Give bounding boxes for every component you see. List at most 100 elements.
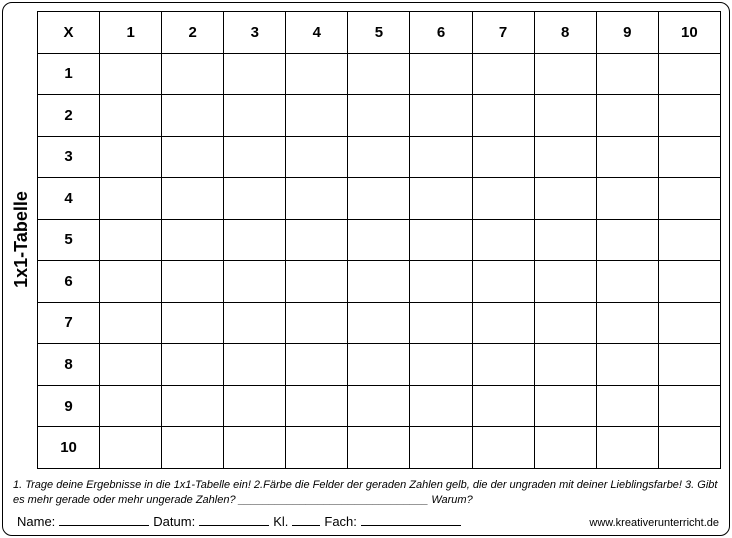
table-cell[interactable] [100, 95, 162, 137]
table-cell[interactable] [534, 302, 596, 344]
table-cell[interactable] [348, 178, 410, 220]
table-cell[interactable] [224, 261, 286, 303]
table-cell[interactable] [100, 178, 162, 220]
table-cell[interactable] [410, 53, 472, 95]
table-cell[interactable] [410, 95, 472, 137]
table-cell[interactable] [224, 385, 286, 427]
table-cell[interactable] [100, 219, 162, 261]
table-cell[interactable] [410, 219, 472, 261]
table-cell[interactable] [100, 427, 162, 469]
table-cell[interactable] [224, 344, 286, 386]
table-cell[interactable] [286, 136, 348, 178]
table-cell[interactable] [658, 385, 720, 427]
fach-blank[interactable] [361, 512, 461, 526]
table-cell[interactable] [286, 95, 348, 137]
table-cell[interactable] [224, 136, 286, 178]
table-cell[interactable] [472, 219, 534, 261]
table-cell[interactable] [162, 95, 224, 137]
table-cell[interactable] [348, 219, 410, 261]
table-cell[interactable] [658, 136, 720, 178]
table-cell[interactable] [162, 136, 224, 178]
table-cell[interactable] [162, 344, 224, 386]
table-cell[interactable] [410, 344, 472, 386]
table-cell[interactable] [224, 219, 286, 261]
table-cell[interactable] [658, 219, 720, 261]
table-cell[interactable] [534, 261, 596, 303]
name-blank[interactable] [59, 512, 149, 526]
table-cell[interactable] [534, 219, 596, 261]
table-cell[interactable] [224, 53, 286, 95]
table-cell[interactable] [224, 427, 286, 469]
table-cell[interactable] [162, 385, 224, 427]
table-cell[interactable] [224, 95, 286, 137]
table-cell[interactable] [658, 178, 720, 220]
table-cell[interactable] [286, 427, 348, 469]
table-cell[interactable] [472, 136, 534, 178]
table-cell[interactable] [658, 344, 720, 386]
table-cell[interactable] [348, 53, 410, 95]
table-cell[interactable] [348, 427, 410, 469]
table-cell[interactable] [596, 385, 658, 427]
datum-blank[interactable] [199, 512, 269, 526]
table-cell[interactable] [596, 53, 658, 95]
table-cell[interactable] [534, 178, 596, 220]
table-cell[interactable] [658, 302, 720, 344]
table-cell[interactable] [658, 95, 720, 137]
table-cell[interactable] [162, 219, 224, 261]
table-cell[interactable] [348, 302, 410, 344]
table-cell[interactable] [100, 136, 162, 178]
table-cell[interactable] [472, 178, 534, 220]
table-cell[interactable] [410, 136, 472, 178]
table-cell[interactable] [286, 219, 348, 261]
table-cell[interactable] [348, 136, 410, 178]
table-cell[interactable] [472, 385, 534, 427]
table-cell[interactable] [596, 344, 658, 386]
table-cell[interactable] [534, 53, 596, 95]
table-cell[interactable] [348, 95, 410, 137]
table-cell[interactable] [596, 219, 658, 261]
table-cell[interactable] [348, 344, 410, 386]
table-cell[interactable] [410, 385, 472, 427]
table-cell[interactable] [286, 302, 348, 344]
table-cell[interactable] [286, 261, 348, 303]
table-cell[interactable] [410, 302, 472, 344]
table-cell[interactable] [348, 261, 410, 303]
table-cell[interactable] [162, 302, 224, 344]
table-cell[interactable] [596, 136, 658, 178]
table-cell[interactable] [224, 178, 286, 220]
table-cell[interactable] [100, 261, 162, 303]
table-cell[interactable] [410, 427, 472, 469]
table-cell[interactable] [100, 53, 162, 95]
table-cell[interactable] [534, 427, 596, 469]
table-cell[interactable] [534, 385, 596, 427]
table-cell[interactable] [286, 344, 348, 386]
kl-blank[interactable] [292, 512, 320, 526]
table-cell[interactable] [472, 261, 534, 303]
table-cell[interactable] [596, 427, 658, 469]
table-cell[interactable] [596, 261, 658, 303]
table-cell[interactable] [472, 302, 534, 344]
table-cell[interactable] [224, 302, 286, 344]
table-cell[interactable] [162, 53, 224, 95]
table-cell[interactable] [410, 261, 472, 303]
table-cell[interactable] [596, 178, 658, 220]
table-cell[interactable] [348, 385, 410, 427]
table-cell[interactable] [658, 261, 720, 303]
table-cell[interactable] [100, 344, 162, 386]
table-cell[interactable] [534, 136, 596, 178]
table-cell[interactable] [658, 427, 720, 469]
table-cell[interactable] [286, 178, 348, 220]
table-cell[interactable] [286, 53, 348, 95]
table-cell[interactable] [100, 385, 162, 427]
table-cell[interactable] [410, 178, 472, 220]
table-cell[interactable] [472, 95, 534, 137]
table-cell[interactable] [596, 95, 658, 137]
table-cell[interactable] [286, 385, 348, 427]
table-cell[interactable] [596, 302, 658, 344]
table-cell[interactable] [658, 53, 720, 95]
table-cell[interactable] [534, 344, 596, 386]
table-cell[interactable] [472, 427, 534, 469]
table-cell[interactable] [534, 95, 596, 137]
table-cell[interactable] [162, 261, 224, 303]
table-cell[interactable] [162, 178, 224, 220]
